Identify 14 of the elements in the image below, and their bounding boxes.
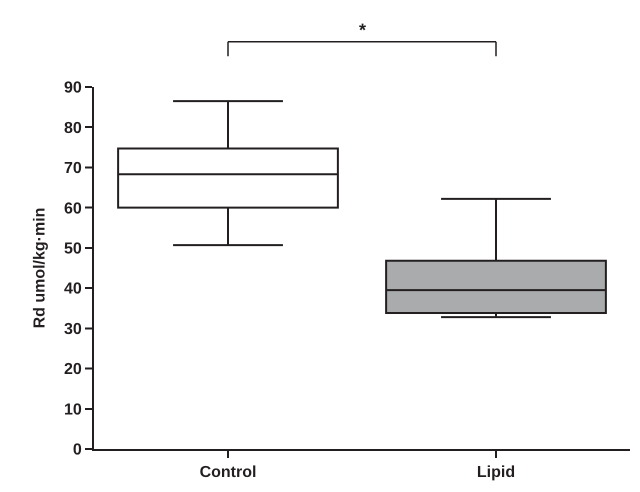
text: * [359,20,366,40]
y-tick-label: 80 [64,120,82,137]
y-tick-label: 40 [64,280,82,298]
y-axis-title: Rd umol/kg·min [31,208,48,328]
y-tick-label: 30 [64,320,82,338]
y-tick-label: 20 [64,361,82,378]
x-tick-label: Lipid [476,464,516,482]
y-tick-label: 60 [64,200,82,218]
y-tick-label: 10 [64,401,82,418]
y-tick-label: 70 [64,160,82,178]
y-tick-label: 50 [64,240,82,258]
x-tick-label: Control [200,464,256,482]
y-tick-label: 90 [64,80,82,97]
y-tick-label: 0 [72,442,82,459]
